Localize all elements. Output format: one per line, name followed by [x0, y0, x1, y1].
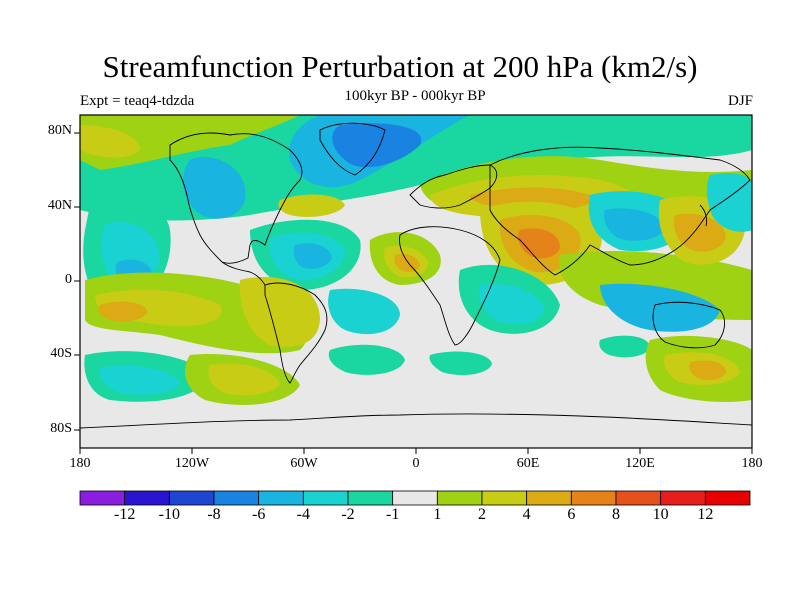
tick-marks	[74, 132, 753, 454]
lat-label-80s: 80S	[50, 421, 72, 436]
field-patch-atlantic-core	[293, 243, 332, 269]
colorbar-swatch	[704, 490, 751, 506]
field-patch-south-pacific-lower-blue	[99, 365, 180, 395]
colorbar-swatch	[168, 490, 215, 506]
field-patch-north-atlantic-yellow	[278, 194, 345, 217]
lat-label-0: 0	[65, 272, 72, 287]
lat-label-40s: 40S	[50, 346, 72, 361]
colorbar-tick-label: 12	[697, 506, 714, 523]
experiment-label: Expt = teaq4-tdzda	[80, 93, 195, 109]
field-patch-south-pacific-core	[98, 301, 148, 322]
coast-central-america	[221, 261, 266, 286]
field-patch-south-atlantic-blue	[328, 288, 400, 335]
colorbar-tick-label: 10	[652, 506, 669, 523]
colorbar-swatch	[213, 490, 260, 506]
field-patch-southern-ocean-3	[599, 335, 650, 358]
lon-label-60w: 60W	[290, 456, 318, 471]
colorbar-tick-label: 4	[522, 506, 531, 523]
field-patch-nz-orange	[689, 360, 726, 380]
colorbar-tick-label: -1	[385, 506, 400, 523]
colorbar-tick-label: -8	[207, 506, 221, 523]
colorbar-swatch	[570, 490, 617, 506]
colorbar-swatch	[347, 490, 394, 506]
colorbar-swatch	[258, 490, 304, 506]
field-patch-southern-ocean-1	[328, 344, 405, 375]
colorbar-swatch	[481, 490, 528, 506]
field-patch-south-indian-blue	[479, 283, 545, 325]
coast-south-america	[264, 282, 328, 384]
field-patch-alaska-orange	[80, 125, 140, 158]
coast-europe	[409, 164, 498, 209]
colorbar-tick-label: -6	[251, 506, 266, 523]
colorbar-tick-label: 8	[612, 506, 620, 523]
colorbar-tick-label: -2	[341, 506, 355, 523]
lon-label-60e: 60E	[516, 456, 540, 471]
field-patch-south-pacific-yellow-inner	[208, 363, 280, 396]
colorbar-swatch	[124, 490, 170, 506]
field-patch-australia-blue	[600, 283, 720, 332]
colorbar-tick-label: -4	[296, 506, 310, 523]
lon-label-180w: 180	[69, 456, 91, 471]
field-patch-southern-ocean-2	[429, 351, 492, 376]
colorbar-tick-label: 1	[433, 506, 442, 523]
coastlines	[80, 122, 752, 429]
colorbar-tick-label: -10	[158, 506, 180, 523]
coast-japan	[699, 204, 708, 227]
colorbar-tick-label: 6	[567, 506, 576, 523]
field-patch-south-america-yellow	[239, 276, 320, 347]
field-band-arctic-yellow	[80, 115, 300, 170]
lon-label-180e: 180	[741, 456, 763, 471]
contour-field	[80, 115, 752, 448]
coast-antarctica	[80, 413, 752, 429]
field-patch-india-core	[517, 228, 560, 259]
colorbar-swatch	[436, 490, 483, 506]
colorbar-swatch	[79, 490, 126, 506]
coast-asia	[489, 146, 751, 276]
lon-label-120w: 120W	[174, 456, 210, 471]
colorbar	[79, 490, 751, 506]
field-patch-west-pacific-core	[604, 208, 665, 241]
plot-subtitle: 100kyr BP - 000kyr BP	[344, 88, 486, 104]
field-patch-africa-core	[394, 254, 420, 273]
colorbar-swatch	[615, 490, 662, 506]
colorbar-tick-label: 2	[478, 506, 486, 523]
colorbar-swatch	[302, 490, 349, 506]
coast-greenland	[319, 122, 386, 176]
field-patch-north-canada	[183, 156, 246, 219]
coast-africa	[399, 226, 501, 346]
colorbar-swatch	[660, 490, 706, 506]
field-patch-japan-orange	[674, 213, 726, 252]
colorbar-swatch	[392, 490, 438, 506]
colorbar-swatch	[526, 490, 572, 506]
lon-label-120e: 120E	[625, 456, 655, 471]
coast-australia	[652, 301, 726, 349]
plot-title: Streamfunction Perturbation at 200 hPa (…	[102, 49, 698, 84]
coast-north-america	[169, 132, 303, 264]
lat-label-80n: 80N	[47, 123, 72, 138]
lon-label-0: 0	[412, 456, 420, 471]
field-patch-arctic-core	[332, 123, 422, 168]
lat-label-40n: 40N	[47, 198, 72, 213]
colorbar-tick-label: -12	[113, 506, 136, 523]
season-label: DJF	[727, 93, 753, 109]
field-band-arctic	[80, 115, 752, 221]
